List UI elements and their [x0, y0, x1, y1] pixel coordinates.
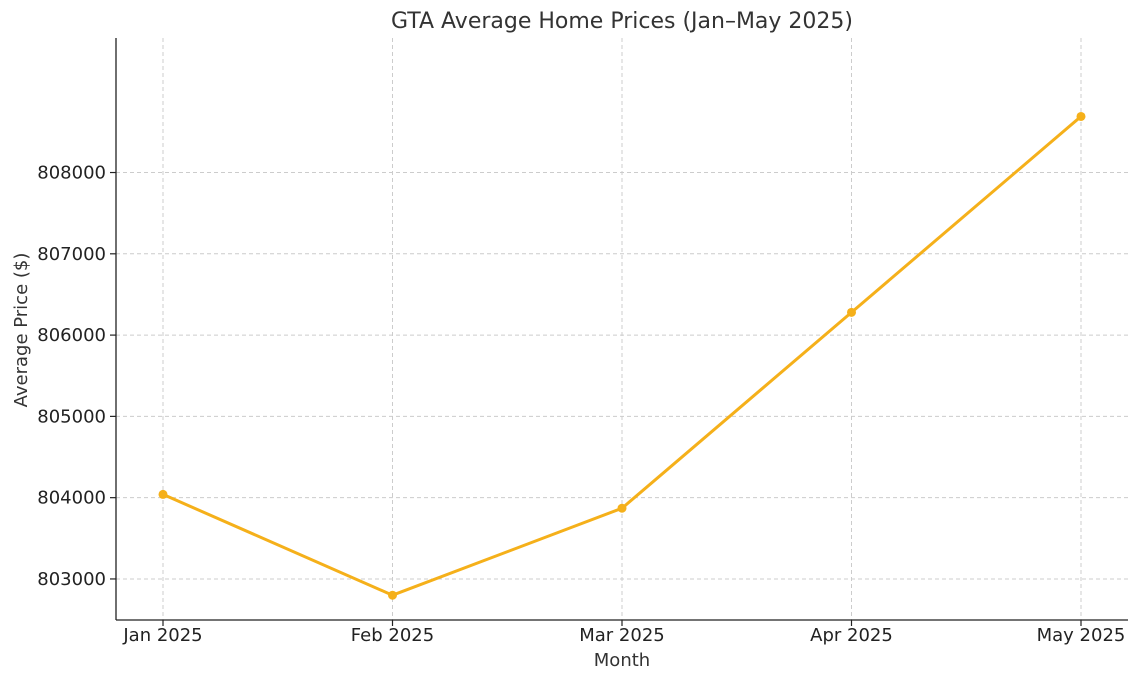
ticks: Jan 2025 Feb 2025 Mar 2025 Apr 2025 May 2025…: [37, 163, 1125, 646]
data-point: [1076, 111, 1086, 121]
x-tick-label: Apr 2025: [810, 625, 893, 646]
data-point: [847, 307, 856, 317]
x-axis-label: Month: [594, 650, 650, 671]
chart-title: GTA Average Home Prices (Jan–May 2025): [391, 9, 853, 34]
y-tick-label: 805000: [37, 406, 106, 427]
x-tick-label: May 2025: [1037, 625, 1126, 646]
y-tick-label: 808000: [37, 163, 106, 184]
y-tick-label: 806000: [37, 325, 106, 346]
data-point: [158, 489, 168, 499]
data-point: [388, 590, 397, 600]
y-tick-label: 804000: [37, 488, 106, 509]
y-tick-label: 807000: [37, 244, 106, 265]
x-tick-label: Jan 2025: [122, 625, 202, 646]
x-tick-label: Mar 2025: [579, 625, 665, 646]
grid: [116, 38, 1128, 620]
series: [158, 111, 1086, 600]
y-tick-label: 803000: [37, 569, 106, 590]
data-point: [617, 503, 627, 513]
y-axis-label: Average Price ($): [11, 253, 32, 408]
x-tick-label: Feb 2025: [351, 625, 434, 646]
